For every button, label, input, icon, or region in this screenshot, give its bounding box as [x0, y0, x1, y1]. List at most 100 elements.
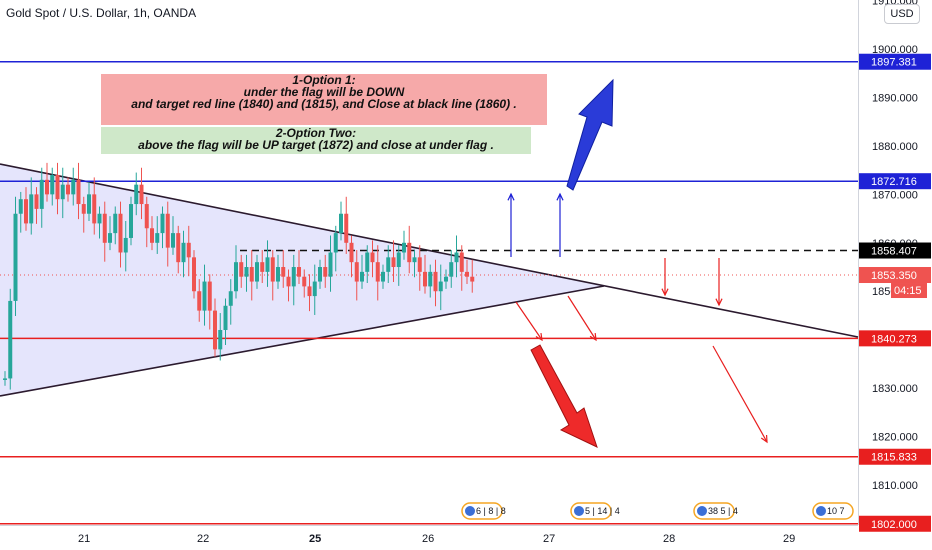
- candle-body: [213, 310, 217, 350]
- candle-body: [428, 271, 433, 287]
- option1-annotation: 1-Option 1: under the flag will be DOWN …: [101, 74, 547, 125]
- candle-body: [312, 281, 317, 297]
- option1-line-1: 1-Option 1:: [292, 73, 356, 87]
- price-label-box-4: [859, 330, 931, 347]
- candle-body: [444, 276, 448, 282]
- candle-body: [71, 179, 76, 195]
- candle-body: [50, 174, 55, 195]
- candle-body: [176, 233, 181, 263]
- candle-body: [186, 242, 191, 258]
- price-axis-tick: 1830.000: [872, 383, 918, 395]
- option2-line-1: 2-Option Two:: [275, 126, 357, 140]
- candle-body: [197, 291, 202, 311]
- candle-body: [144, 204, 149, 229]
- candle-body: [39, 179, 44, 209]
- price-label-3: 1853.350: [871, 270, 917, 282]
- big-down-arrow: [530, 344, 598, 448]
- candle-body: [160, 213, 165, 234]
- event-badge-text-2: 38 5 | 4: [708, 506, 738, 516]
- option2-line-2: above the flag will be UP target (1872) …: [138, 138, 494, 152]
- candle-body: [470, 276, 475, 282]
- option1-line-2: under the flag will be DOWN: [243, 85, 405, 99]
- candle-body: [307, 286, 312, 297]
- candle-body: [260, 262, 265, 272]
- price-label-6: 1802.000: [871, 519, 917, 531]
- candle-body: [202, 281, 207, 311]
- candle-body: [370, 252, 375, 263]
- candle-body: [291, 267, 296, 287]
- candle-body: [286, 276, 291, 287]
- candle-body: [81, 204, 86, 214]
- small-down-arrow-4-shaft: [567, 295, 597, 341]
- time-axis-tick: 25: [309, 533, 321, 545]
- time-axis-tick: 27: [543, 533, 555, 545]
- candle-body: [113, 213, 118, 234]
- candle-body: [118, 213, 123, 253]
- candle-body: [318, 267, 322, 282]
- candle-body: [150, 228, 154, 243]
- price-axis-tick: 1870.000: [872, 189, 918, 201]
- candle-body: [249, 267, 254, 282]
- price-label-box-5: [859, 448, 931, 465]
- candle-body: [465, 271, 469, 277]
- price-axis-tick: 1810.000: [872, 480, 918, 492]
- candle-body: [381, 271, 385, 282]
- price-label-box-2: [859, 242, 931, 259]
- candle-body: [139, 184, 144, 205]
- candle-body: [297, 267, 301, 277]
- candle-body: [244, 267, 249, 277]
- candle-body: [218, 329, 223, 350]
- event-badge-text-0: 6 | 8 | 8: [476, 506, 506, 516]
- price-axis-tick: 1900.000: [872, 44, 918, 56]
- candle-body: [13, 213, 18, 301]
- countdown-label: 04:15: [894, 285, 922, 297]
- candle-body: [3, 378, 7, 380]
- candle-body: [438, 281, 443, 292]
- candle-body: [433, 271, 438, 292]
- event-flag-icon: [574, 506, 584, 516]
- candle-body: [354, 262, 359, 282]
- candle-body: [34, 194, 39, 209]
- event-flag-icon: [697, 506, 707, 516]
- price-label-4: 1840.273: [871, 333, 917, 345]
- candle-body: [18, 199, 23, 214]
- candle-body: [76, 179, 81, 205]
- candle-body: [155, 233, 160, 243]
- candle-body: [333, 233, 338, 253]
- candle-body: [402, 242, 406, 253]
- candle-body: [270, 257, 275, 282]
- candle-body: [276, 267, 280, 282]
- candle-body: [60, 184, 65, 200]
- candle-body: [328, 252, 333, 277]
- candle-body: [66, 184, 70, 195]
- candle-body: [454, 252, 459, 263]
- time-axis-tick: 29: [783, 533, 795, 545]
- candle-body: [165, 213, 170, 248]
- candle-body: [29, 194, 34, 224]
- candle-body: [55, 174, 60, 200]
- price-axis-tick: 1910.000: [872, 0, 918, 8]
- candle-body: [323, 267, 328, 277]
- candle-body: [265, 257, 270, 272]
- candle-body: [24, 199, 28, 224]
- candle-body: [339, 213, 343, 234]
- symbol-title: Gold Spot / U.S. Dollar, 1h, OANDA: [6, 6, 197, 20]
- small-down-arrow-3-head: [535, 332, 543, 342]
- candle-body: [129, 204, 133, 238]
- price-axis-tick: 1880.000: [872, 141, 918, 153]
- candle-body: [171, 233, 175, 248]
- candle-body: [302, 276, 307, 287]
- currency-button[interactable]: USD: [884, 4, 920, 24]
- big-up-arrow: [566, 78, 614, 191]
- option1-line-3: and target red line (1840) and (1815), a…: [131, 97, 517, 111]
- price-label-box-0: [859, 53, 931, 70]
- flag-lower-trendline: [0, 285, 605, 397]
- price-label-5: 1815.833: [871, 452, 917, 464]
- time-axis-tick: 21: [78, 533, 90, 545]
- price-axis-tick: 1890.000: [872, 92, 918, 104]
- candle-body: [449, 262, 454, 277]
- small-down-arrow-5-head: [760, 434, 768, 444]
- event-flag-icon: [816, 506, 826, 516]
- candle-body: [192, 257, 196, 292]
